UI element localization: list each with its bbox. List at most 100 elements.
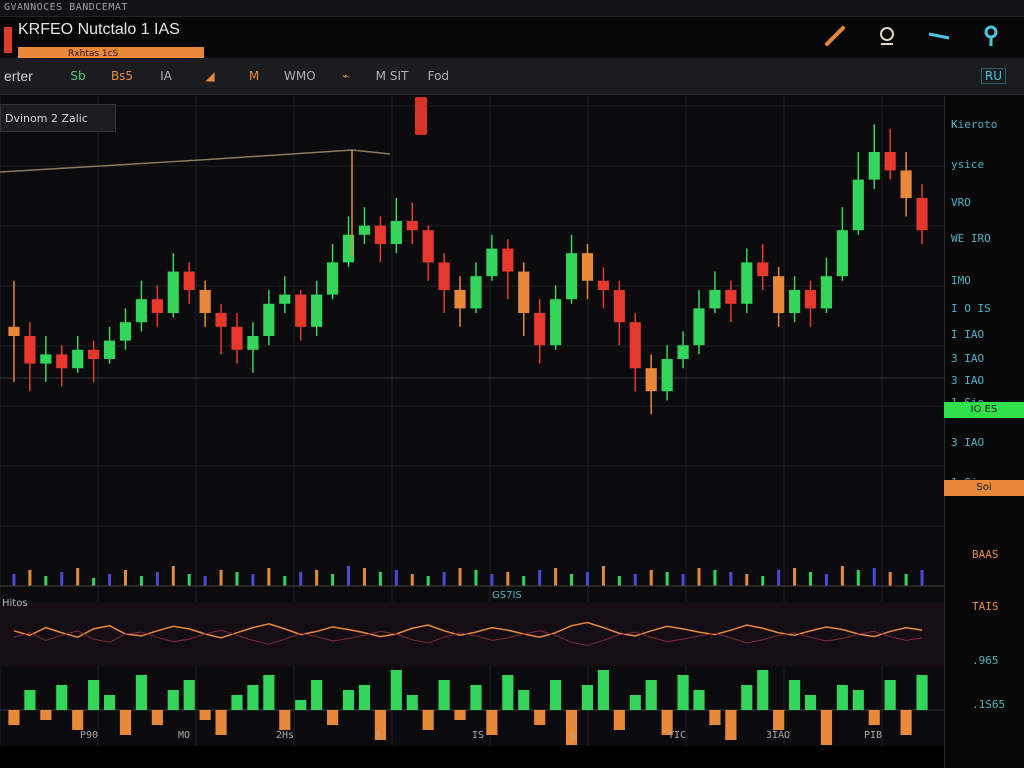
- candle-body: [311, 294, 323, 327]
- histogram-bar: [103, 695, 116, 710]
- price-axis-label: 3 IAO: [951, 352, 985, 365]
- time-axis-label: MO: [178, 730, 191, 741]
- candle-body: [836, 230, 848, 277]
- candle-body: [72, 349, 84, 369]
- volume-bar: [76, 568, 80, 586]
- volume-bar: [442, 572, 446, 586]
- time-axis-label: IS: [472, 730, 485, 741]
- histogram-bar: [24, 690, 36, 710]
- toolbar-item[interactable]: IA: [160, 69, 172, 83]
- candle-body: [135, 299, 147, 323]
- histogram-bar: [167, 690, 179, 710]
- candle-body: [741, 262, 753, 304]
- candle-body: [215, 313, 227, 327]
- time-axis-label: 3: [374, 730, 381, 741]
- volume-bar: [665, 572, 669, 586]
- toolbar-item[interactable]: M SIT: [375, 69, 409, 83]
- histogram-bar: [900, 710, 912, 735]
- volume-bar: [394, 570, 398, 586]
- pin-icon[interactable]: [978, 23, 1004, 49]
- candle-body: [199, 290, 211, 313]
- volume-bar: [824, 574, 828, 586]
- toolbar-right-button[interactable]: RU: [980, 68, 1006, 84]
- histogram-bar: [757, 670, 769, 710]
- candle-body: [629, 322, 641, 369]
- histogram-bar: [916, 675, 928, 710]
- indicator-legend[interactable]: Dvinom 2 Zalic: [0, 104, 116, 132]
- time-axis-label: TIC: [668, 730, 687, 741]
- toolbar-item[interactable]: Sb: [70, 69, 86, 83]
- pen-icon[interactable]: [822, 23, 848, 49]
- candle-body: [88, 349, 100, 359]
- subpane-axis-label: BAAS: [972, 548, 999, 561]
- histogram-bar: [438, 680, 450, 710]
- price-axis[interactable]: Kieroto ysice VRO WE IRO IMO I O IS I IAO 3 IAO…: [944, 96, 1024, 768]
- toolbar-item[interactable]: WMO: [284, 69, 316, 83]
- event-marker[interactable]: [415, 97, 427, 135]
- volume-bar: [681, 574, 685, 586]
- toolbar-item[interactable]: Fod: [427, 69, 450, 83]
- price-axis-label: 3 IAO: [951, 374, 985, 387]
- candle-body: [565, 253, 578, 300]
- histogram-bar: [725, 710, 737, 740]
- candle-body: [661, 359, 673, 392]
- volume-bar: [458, 568, 462, 586]
- histogram-bar: [550, 680, 562, 710]
- histogram-bar: [390, 670, 402, 710]
- time-axis[interactable]: P90 MO 2Hs 3 IS ı TIC 3IAO PIB: [0, 730, 944, 768]
- volume-bar: [315, 570, 319, 586]
- histogram-bar: [709, 710, 721, 725]
- toolbar-item[interactable]: M: [248, 69, 260, 83]
- minus-icon[interactable]: [926, 23, 952, 49]
- histogram-bar: [677, 675, 689, 710]
- toolbar-item[interactable]: ◢: [205, 69, 215, 83]
- histogram-bar: [868, 710, 880, 725]
- toolbar-item[interactable]: ⌁: [342, 69, 350, 83]
- subpane-center-label: GS7IS: [492, 590, 522, 601]
- oscillator-line: [13, 621, 923, 639]
- header-tools: [822, 23, 1004, 49]
- volume-bar: [362, 568, 366, 586]
- magnifier-icon[interactable]: [874, 23, 900, 49]
- reference-price-tag: Soi: [944, 480, 1024, 496]
- volume-bar: [904, 574, 908, 586]
- time-axis-label: P90: [80, 730, 99, 741]
- volume-bar: [729, 572, 733, 586]
- page-title: KRFEO Nutctalo 1 IAS: [18, 21, 180, 38]
- volume-bar: [570, 574, 574, 586]
- candle-body: [725, 290, 737, 304]
- volume-bar: [251, 574, 255, 586]
- chart-canvas: [0, 96, 944, 746]
- candle-body: [804, 290, 817, 309]
- volume-bar: [538, 570, 542, 586]
- volume-bar: [856, 570, 860, 586]
- volume-bar: [793, 568, 797, 586]
- candle-body: [852, 179, 864, 231]
- price-axis-label: VRO: [951, 196, 971, 209]
- candle-body: [518, 271, 530, 313]
- price-chart[interactable]: [0, 96, 1024, 768]
- histogram-bar: [693, 690, 705, 710]
- candle-body: [279, 294, 291, 304]
- histogram-bar: [72, 710, 84, 730]
- volume-bar: [713, 570, 717, 586]
- candle-body: [374, 225, 386, 244]
- volume-bar: [601, 566, 605, 586]
- time-axis-label: 3IAO: [766, 730, 791, 741]
- histogram-bar: [836, 685, 848, 710]
- volume-bar: [235, 572, 239, 586]
- histogram-bar: [295, 700, 307, 710]
- volume-bar: [378, 572, 382, 586]
- candle-body: [900, 170, 912, 198]
- volume-bar: [123, 570, 127, 586]
- oscillator-signal-line: [13, 629, 923, 647]
- histogram-bar: [613, 710, 625, 730]
- last-price-tag: IO ES: [944, 402, 1024, 418]
- candle-body: [581, 253, 594, 281]
- histogram-bar: [358, 685, 371, 710]
- candle-body: [263, 303, 275, 336]
- candle-body: [119, 322, 132, 341]
- volume-bar: [554, 568, 558, 586]
- toolbar-item[interactable]: Bs5: [110, 69, 134, 83]
- candle-body: [613, 290, 625, 323]
